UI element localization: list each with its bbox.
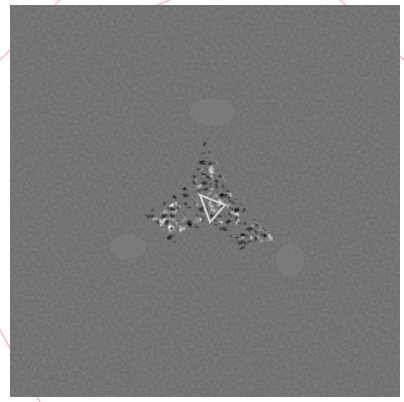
reconstruction	[10, 5, 400, 397]
particle	[110, 98, 304, 276]
